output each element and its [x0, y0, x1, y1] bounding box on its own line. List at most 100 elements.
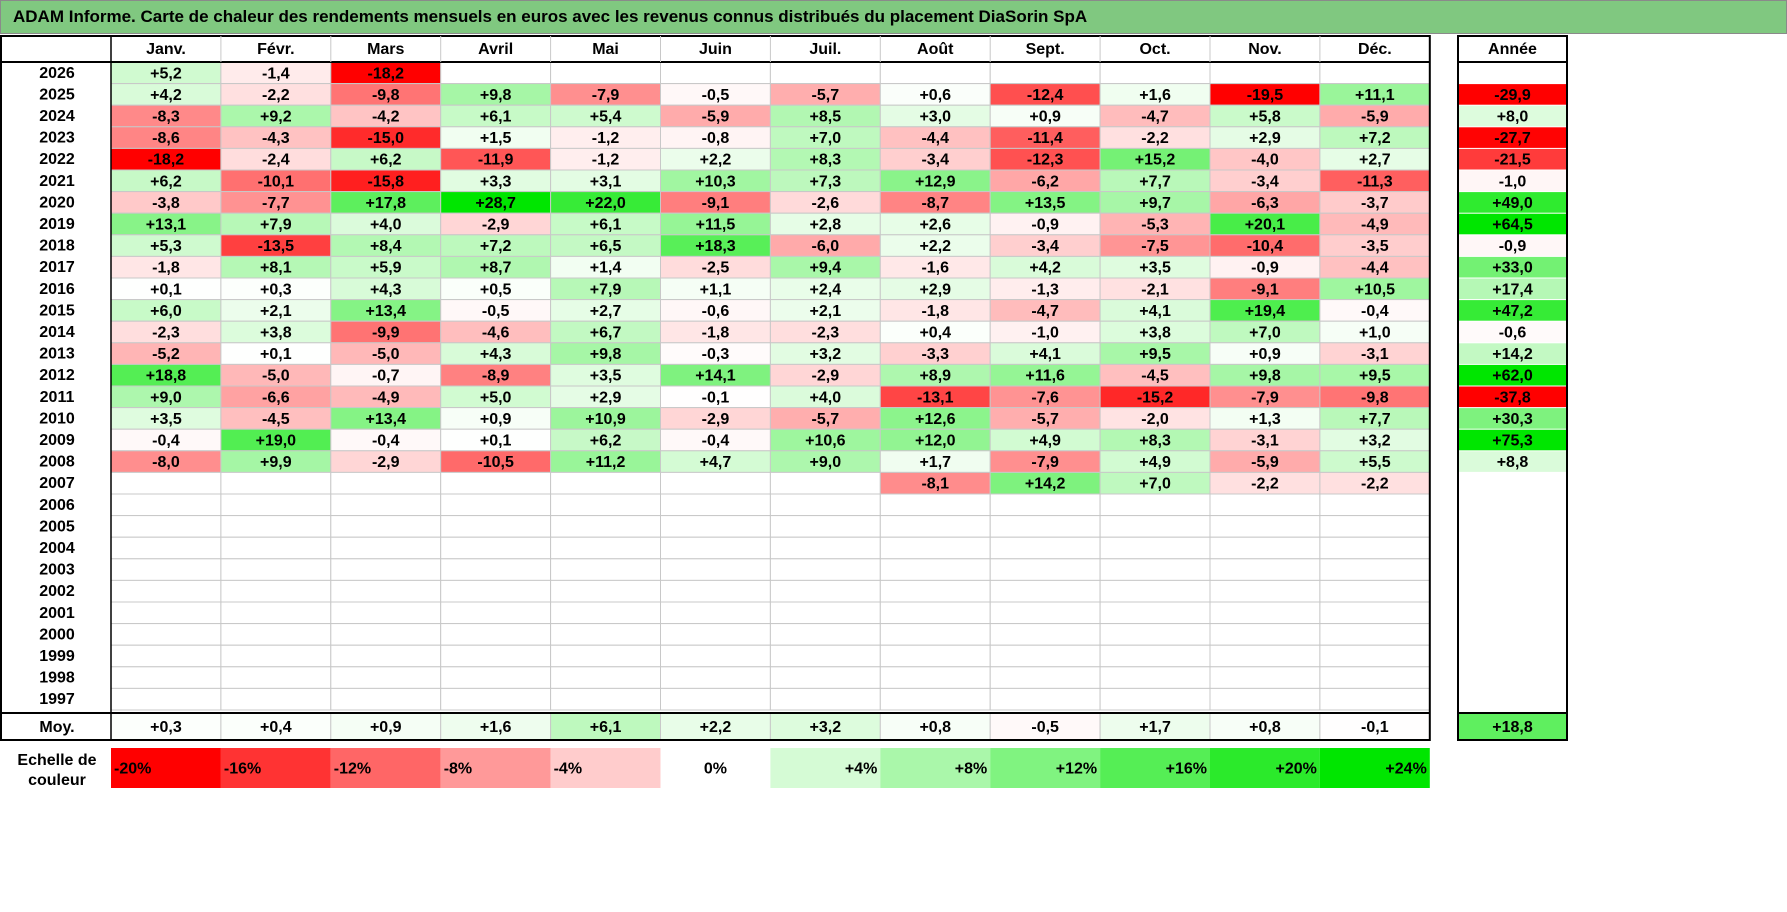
heat-cell-value: +9,8: [480, 87, 512, 104]
heat-cell: [220, 471, 332, 495]
color-scale-swatch: [660, 748, 771, 788]
heat-cell-value: +14,2: [1025, 476, 1066, 493]
annual-cell-value: -0,6: [1499, 325, 1527, 342]
color-scale-swatch: [770, 748, 881, 788]
average-cell-value: -0,1: [1361, 719, 1389, 736]
heat-cell-value: -6,6: [262, 389, 290, 406]
heat-cell: [110, 644, 222, 668]
annual-cell: [1458, 105, 1567, 127]
heat-cell-value: -2,3: [812, 325, 840, 342]
month-header-9: Sept.: [1026, 41, 1065, 58]
average-cell-value: -0,5: [1031, 719, 1059, 736]
color-scale-stop-label: +12%: [1056, 761, 1097, 778]
heat-cell: [989, 666, 1101, 689]
heat-cell: [220, 579, 332, 603]
heat-cell-value: -4,5: [262, 411, 290, 428]
heat-cell: [1319, 61, 1431, 85]
heat-cell: [330, 623, 442, 646]
heat-cell-value: -9,1: [702, 195, 730, 212]
year-total-header: Année: [1488, 41, 1537, 58]
heat-cell-value: +0,3: [260, 281, 292, 298]
heat-cell-value: -1,4: [262, 65, 290, 82]
heat-cell-value: +4,1: [1029, 346, 1061, 363]
heat-cell-value: +3,3: [480, 173, 512, 190]
average-cell-value: +0,9: [370, 719, 402, 736]
heat-cell: [220, 687, 332, 711]
year-label: 2024: [39, 108, 75, 125]
heat-cell-value: -5,7: [1031, 411, 1059, 428]
year-label: 1999: [39, 648, 75, 665]
heat-cell: [440, 623, 552, 646]
heat-cell-value: -7,7: [262, 195, 290, 212]
heat-cell-value: -0,3: [702, 346, 730, 363]
heat-cell-value: +0,4: [919, 325, 951, 342]
heat-cell: [330, 536, 442, 560]
heat-cell-value: -13,5: [258, 238, 295, 255]
heat-cell-value: -3,4: [1031, 238, 1059, 255]
heat-cell-value: -8,1: [921, 476, 949, 493]
heat-cell: [660, 644, 771, 668]
annual-cell: [1458, 256, 1567, 278]
heat-cell-value: -18,2: [368, 65, 405, 82]
average-cell-value: +0,8: [1249, 719, 1281, 736]
heat-cell: [879, 623, 991, 646]
heat-cell-value: +7,0: [810, 130, 842, 147]
heat-cell: [1099, 687, 1211, 711]
heat-cell-value: -4,4: [921, 130, 949, 147]
heat-cell: [1209, 558, 1321, 581]
heat-cell-value: -3,8: [152, 195, 180, 212]
heat-cell: [330, 515, 442, 538]
chart-title: ADAM Informe. Carte de chaleur des rende…: [0, 0, 1787, 34]
heat-cell: [440, 536, 552, 560]
heat-cell: [220, 558, 332, 581]
heat-cell: [989, 623, 1101, 646]
heat-cell-value: +5,8: [1249, 109, 1281, 126]
annual-cell: [1458, 300, 1567, 321]
color-scale-swatch: [111, 748, 221, 788]
average-cell: [989, 712, 1101, 741]
heat-cell: [330, 471, 442, 495]
average-label: Moy.: [39, 719, 74, 736]
heat-cell-value: -9,1: [1251, 281, 1279, 298]
heat-cell: [769, 601, 881, 625]
heat-cell-value: +7,7: [1139, 173, 1171, 190]
month-header-4: Avril: [478, 41, 513, 58]
annual-cell-value: -27,7: [1494, 130, 1531, 147]
heat-cell: [1209, 644, 1321, 668]
heat-cell-value: +4,9: [1139, 454, 1171, 471]
heat-cell-value: +1,0: [1359, 325, 1391, 342]
heat-cell-value: -11,4: [1027, 130, 1063, 147]
heat-cell: [330, 601, 442, 625]
heat-cell: [1319, 515, 1431, 538]
heat-cell-value: +2,9: [590, 389, 622, 406]
heat-cell-value: -5,9: [1361, 109, 1389, 126]
heat-cell-value: +1,7: [919, 454, 951, 471]
heat-cell-value: +3,8: [260, 325, 292, 342]
heat-cell-value: +6,2: [370, 152, 402, 169]
annual-cell-value: +30,3: [1492, 411, 1533, 428]
heat-cell-value: +8,3: [1139, 433, 1171, 450]
annual-cell-value: +17,4: [1492, 281, 1533, 298]
year-label: 2014: [39, 324, 75, 341]
heat-cell-value: -4,9: [372, 389, 400, 406]
heat-cell-value: -18,2: [148, 152, 185, 169]
heat-cell-value: +1,3: [1249, 411, 1281, 428]
annual-cell-value: +64,5: [1492, 217, 1533, 234]
heat-cell: [220, 601, 332, 625]
heat-cell-value: +17,8: [366, 195, 407, 212]
heat-cell-value: -8,3: [152, 109, 180, 126]
heat-cell-value: +4,3: [480, 346, 512, 363]
heat-cell: [110, 601, 222, 625]
heat-cell-value: -1,3: [1031, 281, 1059, 298]
annual-cell-value: +47,2: [1492, 303, 1533, 320]
heat-cell-value: +0,1: [480, 433, 512, 450]
color-scale-stop-label: -16%: [224, 761, 261, 778]
month-header-7: Juil.: [809, 41, 841, 58]
heat-cell: [550, 493, 661, 517]
heat-cell: [330, 644, 442, 668]
heat-cell: [769, 666, 881, 689]
heat-cell: [330, 666, 442, 689]
heat-cell: [110, 536, 222, 560]
heat-cell-value: -9,9: [372, 325, 400, 342]
heat-cell-value: -5,7: [812, 411, 840, 428]
